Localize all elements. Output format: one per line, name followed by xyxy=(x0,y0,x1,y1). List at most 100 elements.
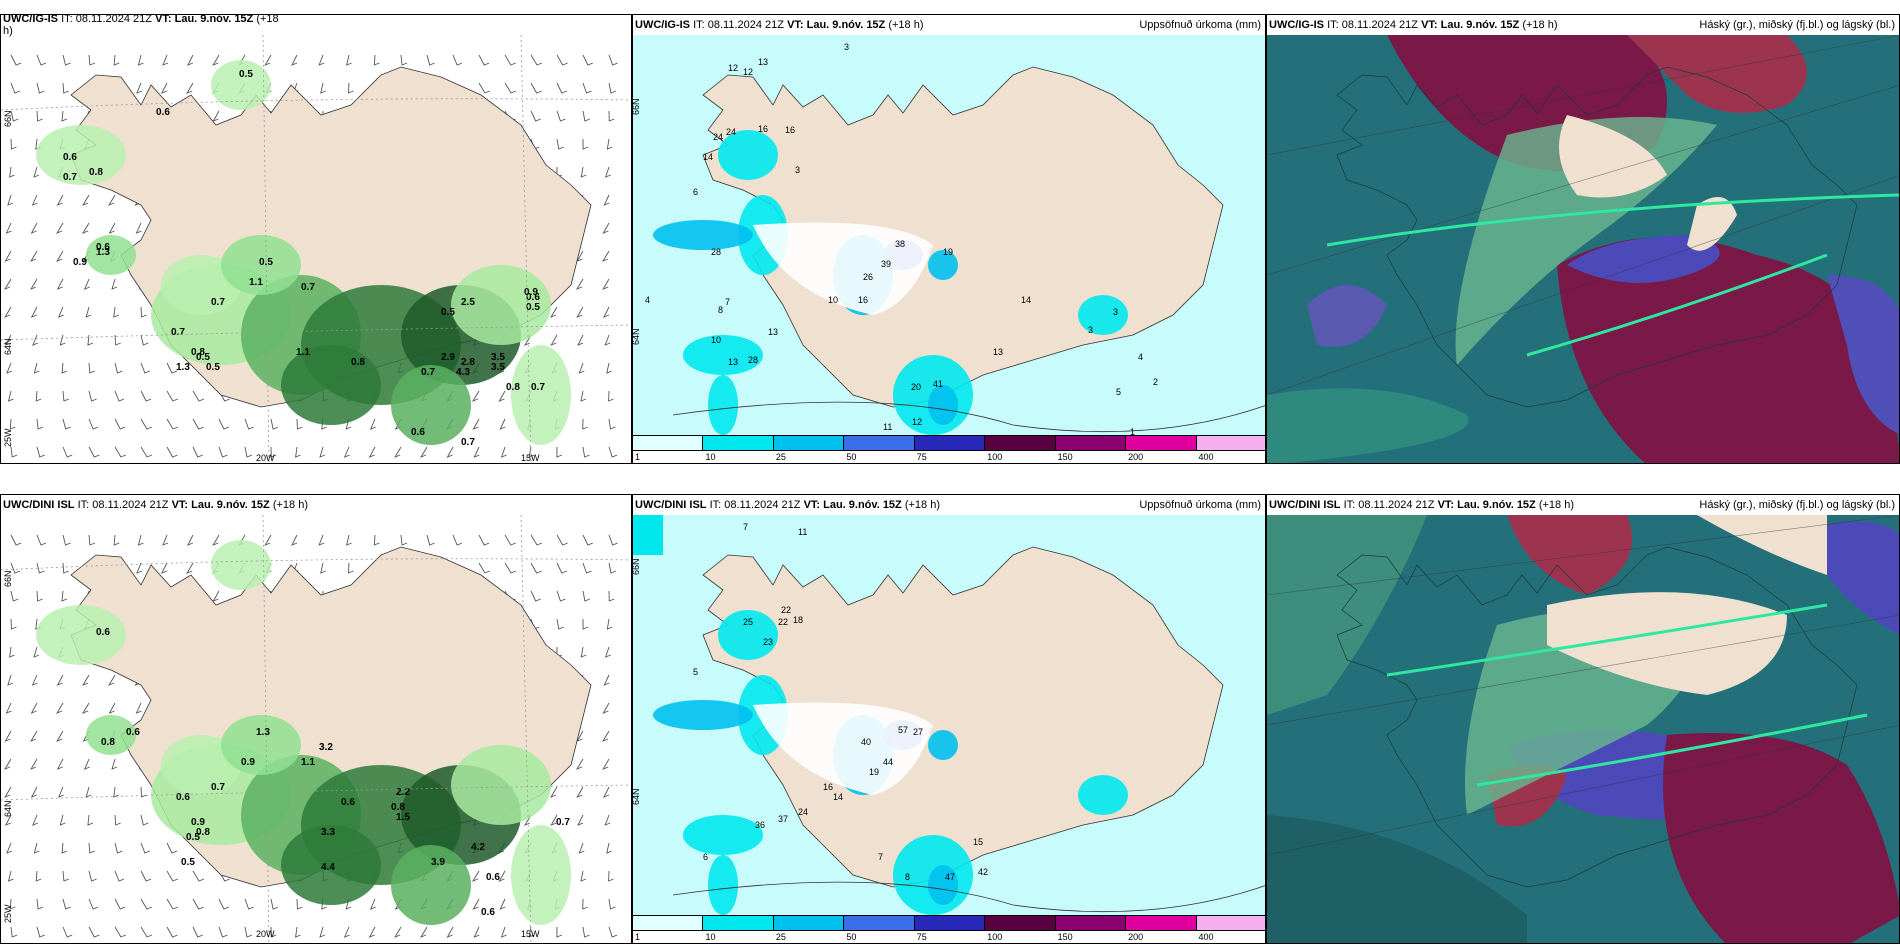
precip-label: 16 xyxy=(785,125,795,135)
precip-label: 0.7 xyxy=(301,282,315,293)
precip-label: 3.9 xyxy=(431,857,445,868)
wind-barb-icon xyxy=(9,418,16,430)
wind-barb-icon xyxy=(140,362,151,374)
wind-barb-icon xyxy=(62,534,71,546)
wind-barb-icon xyxy=(218,898,230,910)
wind-barb-icon xyxy=(56,758,64,770)
wind-barb-icon xyxy=(500,446,507,458)
wind-barb-icon xyxy=(604,646,611,658)
wind-barb-icon xyxy=(608,110,615,122)
precip-area xyxy=(708,375,738,435)
wind-barb-icon xyxy=(62,446,73,458)
wind-barb-icon xyxy=(498,870,506,882)
wind-barb-icon xyxy=(160,82,168,94)
precip-label: 2.8 xyxy=(461,357,475,368)
wind-barb-icon xyxy=(36,418,44,430)
wind-barb-icon xyxy=(166,446,178,458)
wind-barb-icon xyxy=(556,54,568,66)
precip-area xyxy=(86,715,136,755)
wind-barb-icon xyxy=(62,562,69,574)
wind-barb-icon xyxy=(582,110,591,122)
wind-barb-icon xyxy=(264,534,272,546)
lat-label-66n: 66N xyxy=(3,110,13,127)
colorbar-swatch xyxy=(1196,915,1265,931)
wind-barb-icon xyxy=(270,898,279,910)
precip-label: 39 xyxy=(881,259,891,269)
wind-barb-icon xyxy=(33,646,40,658)
precip-area xyxy=(718,130,778,180)
wind-barb-icon xyxy=(499,898,506,910)
precip-area xyxy=(211,60,271,110)
wind-barb-icon xyxy=(55,222,64,234)
precip-label: 2.9 xyxy=(441,352,455,363)
wind-barb-icon xyxy=(602,278,610,290)
wind-barb-icon xyxy=(319,926,326,938)
wind-barb-icon xyxy=(343,446,350,458)
wind-barb-icon xyxy=(56,194,64,206)
map-panel-d-wind-precip: UWC/DINI ISL IT: 08.11.2024 21Z VT: Lau.… xyxy=(0,494,632,944)
model-name: UWC/IG-IS xyxy=(3,14,58,25)
wind-barb-icon xyxy=(114,362,123,374)
precip-area xyxy=(281,825,381,905)
precip-label: 0.5 xyxy=(526,302,540,313)
precip-label: 22 xyxy=(778,617,788,627)
wind-barb-icon xyxy=(608,390,614,402)
wind-barb-icon xyxy=(85,306,92,318)
wind-barb-icon xyxy=(140,842,151,854)
precip-area xyxy=(281,345,381,425)
wind-barb-icon xyxy=(135,222,142,234)
wind-barb-icon xyxy=(186,562,194,574)
wind-barb-icon xyxy=(556,534,568,546)
wind-barb-icon xyxy=(575,758,584,770)
wind-barb-icon xyxy=(10,138,17,150)
precip-label: 13 xyxy=(993,347,1003,357)
wind-barb-icon xyxy=(140,926,153,938)
colorbar-swatch xyxy=(1055,915,1127,931)
wind-barb-icon xyxy=(218,446,228,458)
wind-barb-icon xyxy=(603,674,610,686)
wind-barb-icon xyxy=(140,870,152,882)
wind-barb-icon xyxy=(471,390,480,402)
wind-barb-icon xyxy=(608,870,614,882)
wind-barb-icon xyxy=(10,446,18,458)
precip-label: 23 xyxy=(763,637,773,647)
wind-barb-icon xyxy=(59,334,66,346)
wind-barb-icon xyxy=(30,306,38,318)
wind-barb-icon xyxy=(580,390,587,402)
precip-label: 0.8 xyxy=(89,167,103,178)
wind-barb-icon xyxy=(530,110,541,122)
precip-label: 36 xyxy=(755,820,765,830)
wind-barb-icon xyxy=(346,54,352,66)
wind-barb-icon xyxy=(62,870,70,882)
wind-barb-icon xyxy=(113,534,120,546)
precip-label: 0.7 xyxy=(171,327,185,338)
wind-barb-icon xyxy=(7,674,14,686)
colorbar-label: 10 xyxy=(705,452,716,462)
wind-barb-icon xyxy=(530,534,543,546)
wind-barb-icon xyxy=(61,590,68,602)
wind-barb-icon xyxy=(62,390,70,402)
wind-barb-icon xyxy=(4,814,12,826)
precip-label: 5 xyxy=(1116,387,1121,397)
panel-header: UWC/IG-IS IT: 08.11.2024 21Z VT: Lau. 9.… xyxy=(1,14,631,37)
precip-area xyxy=(928,730,958,760)
wind-barb-icon xyxy=(88,870,97,882)
wind-barb-icon xyxy=(162,534,169,546)
wind-barb-icon xyxy=(87,334,94,346)
precip-area xyxy=(928,865,958,905)
precip-label: 12 xyxy=(728,63,738,73)
wind-barb-icon xyxy=(62,898,71,910)
wind-barb-icon xyxy=(4,786,12,798)
colorbar-swatch xyxy=(985,435,1056,451)
precip-label: 0.5 xyxy=(259,257,273,268)
wind-barb-icon xyxy=(296,418,303,430)
wind-barb-icon xyxy=(212,534,220,546)
precip-area xyxy=(928,250,958,280)
precip-label: 1.3 xyxy=(96,247,110,258)
precip-label: 5 xyxy=(693,667,698,677)
wind-barb-icon xyxy=(556,446,563,458)
precip-label: 1.1 xyxy=(301,757,315,768)
precip-label: 57 xyxy=(898,725,908,735)
wind-barb-icon xyxy=(606,362,612,374)
wind-barb-icon xyxy=(114,334,121,346)
